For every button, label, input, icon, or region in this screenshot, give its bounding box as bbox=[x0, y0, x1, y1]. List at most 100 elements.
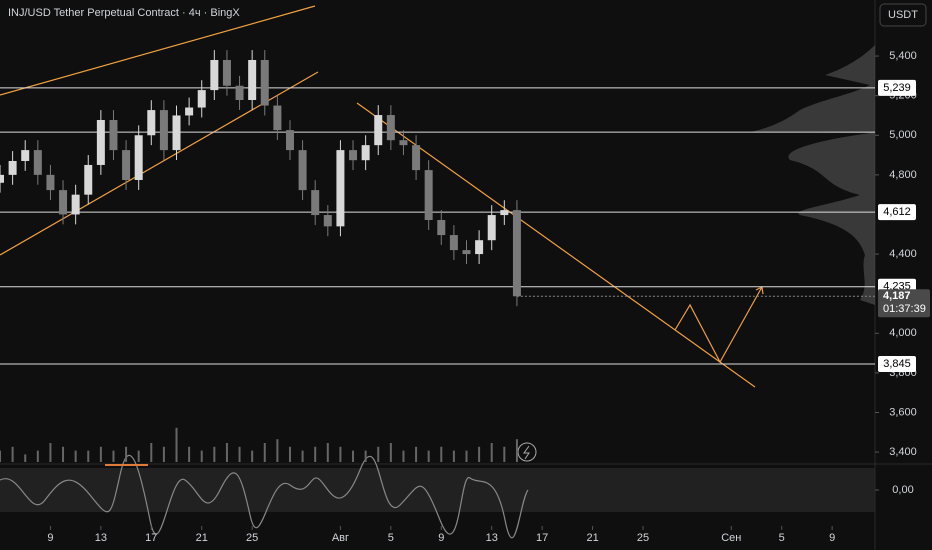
candle-body bbox=[512, 210, 521, 297]
volume-bar bbox=[200, 450, 203, 462]
x-tick-label: 17 bbox=[145, 532, 157, 544]
volume-bar bbox=[24, 454, 27, 462]
candle-body bbox=[500, 210, 509, 216]
candle-body bbox=[235, 85, 244, 101]
volume-bar bbox=[440, 446, 443, 462]
currency-label: USDT bbox=[888, 9, 918, 21]
volume-bar bbox=[452, 450, 455, 462]
x-tick-label: Авг bbox=[332, 532, 349, 544]
volume-bar bbox=[137, 450, 140, 462]
y-tick-label: 5,000 bbox=[889, 129, 917, 141]
volume-bar bbox=[112, 450, 115, 462]
level-badge bbox=[878, 204, 916, 221]
trend-line bbox=[0, 5, 316, 96]
candle-body bbox=[386, 115, 395, 141]
x-tick-label: Сен bbox=[721, 532, 741, 544]
level-badge bbox=[878, 355, 916, 372]
y-tick-label: 4,000 bbox=[889, 327, 917, 339]
candle-body bbox=[59, 190, 68, 215]
x-tick-label: 9 bbox=[438, 532, 444, 544]
volume-bar bbox=[301, 450, 304, 462]
candle-body bbox=[399, 140, 408, 146]
volume-bar bbox=[515, 439, 518, 462]
volume-bar bbox=[213, 446, 216, 462]
candle-body bbox=[0, 174, 4, 183]
volume-bar bbox=[427, 450, 430, 462]
y-tick-label: 3,600 bbox=[889, 406, 917, 418]
volume-bar bbox=[36, 450, 39, 462]
volume-bar bbox=[225, 443, 228, 462]
candle-body bbox=[84, 164, 93, 195]
last-price-badge bbox=[878, 289, 930, 318]
x-tick-label: 13 bbox=[95, 532, 107, 544]
candle-body bbox=[21, 150, 30, 161]
x-tick-label: 9 bbox=[829, 532, 835, 544]
candle-body bbox=[412, 145, 421, 171]
volume-bar bbox=[377, 446, 380, 462]
level-label: 5,239 bbox=[883, 82, 911, 94]
alert-icon[interactable] bbox=[517, 442, 537, 462]
candle-body bbox=[298, 150, 307, 191]
volume-bar bbox=[238, 446, 241, 462]
volume-bar bbox=[339, 446, 342, 462]
volume-bar bbox=[62, 446, 65, 462]
candle-body bbox=[449, 235, 458, 251]
candle-body bbox=[8, 160, 17, 175]
candle-body bbox=[349, 150, 358, 161]
candle-body bbox=[462, 250, 471, 255]
level-label: 4,612 bbox=[883, 206, 911, 218]
x-tick-label: 17 bbox=[536, 532, 548, 544]
x-tick-label: 21 bbox=[586, 532, 598, 544]
countdown: 01:37:39 bbox=[883, 303, 926, 315]
oscillator-band bbox=[0, 468, 875, 512]
volume-bar bbox=[162, 446, 165, 462]
volume-bar bbox=[389, 443, 392, 462]
candle-body bbox=[374, 115, 383, 146]
x-tick-label: 9 bbox=[47, 532, 53, 544]
x-tick-label: 5 bbox=[779, 532, 785, 544]
volume-bar bbox=[478, 446, 481, 462]
volume-bar bbox=[415, 446, 418, 462]
volume-bar bbox=[465, 450, 468, 462]
candle-body bbox=[185, 107, 194, 116]
volume-bar bbox=[490, 443, 493, 462]
last-price-label: 4,187 bbox=[883, 290, 911, 302]
candle-body bbox=[424, 170, 433, 221]
alert-icon-bolt bbox=[523, 445, 530, 460]
x-tick-label: 21 bbox=[196, 532, 208, 544]
volume-bar bbox=[503, 446, 506, 462]
volume-bar bbox=[364, 450, 367, 462]
candle-body bbox=[109, 120, 118, 151]
y-tick-label: 4,400 bbox=[889, 248, 917, 260]
candle-body bbox=[33, 150, 42, 175]
volume-bar bbox=[125, 446, 128, 462]
candle-body bbox=[336, 150, 345, 227]
volume-bar bbox=[0, 450, 1, 462]
volume-bar bbox=[352, 450, 355, 462]
candle-body bbox=[96, 120, 105, 165]
oscillator-tick-label: 0,00 bbox=[892, 484, 913, 496]
oscillator-line bbox=[0, 454, 529, 539]
candle-body bbox=[172, 115, 181, 151]
candle-body bbox=[159, 110, 168, 151]
volume-bar bbox=[188, 446, 191, 462]
candle-body bbox=[134, 135, 143, 181]
y-tick-label: 4,800 bbox=[889, 169, 917, 181]
volume-bar bbox=[11, 446, 14, 462]
x-tick-label: 5 bbox=[388, 532, 394, 544]
volume-bar bbox=[87, 450, 90, 462]
level-label: 3,845 bbox=[883, 358, 911, 370]
candle-body bbox=[122, 150, 131, 181]
volume-bar bbox=[276, 439, 279, 462]
volume-bar bbox=[288, 446, 291, 462]
volume-bar bbox=[251, 450, 254, 462]
candle-body bbox=[248, 60, 257, 101]
volume-bar bbox=[99, 446, 102, 462]
volume-bar bbox=[175, 427, 178, 462]
volume-bar bbox=[326, 443, 329, 462]
volume-bar bbox=[402, 450, 405, 462]
currency-button[interactable] bbox=[879, 3, 927, 27]
volume-profile bbox=[750, 45, 875, 305]
trend-line bbox=[356, 102, 756, 388]
